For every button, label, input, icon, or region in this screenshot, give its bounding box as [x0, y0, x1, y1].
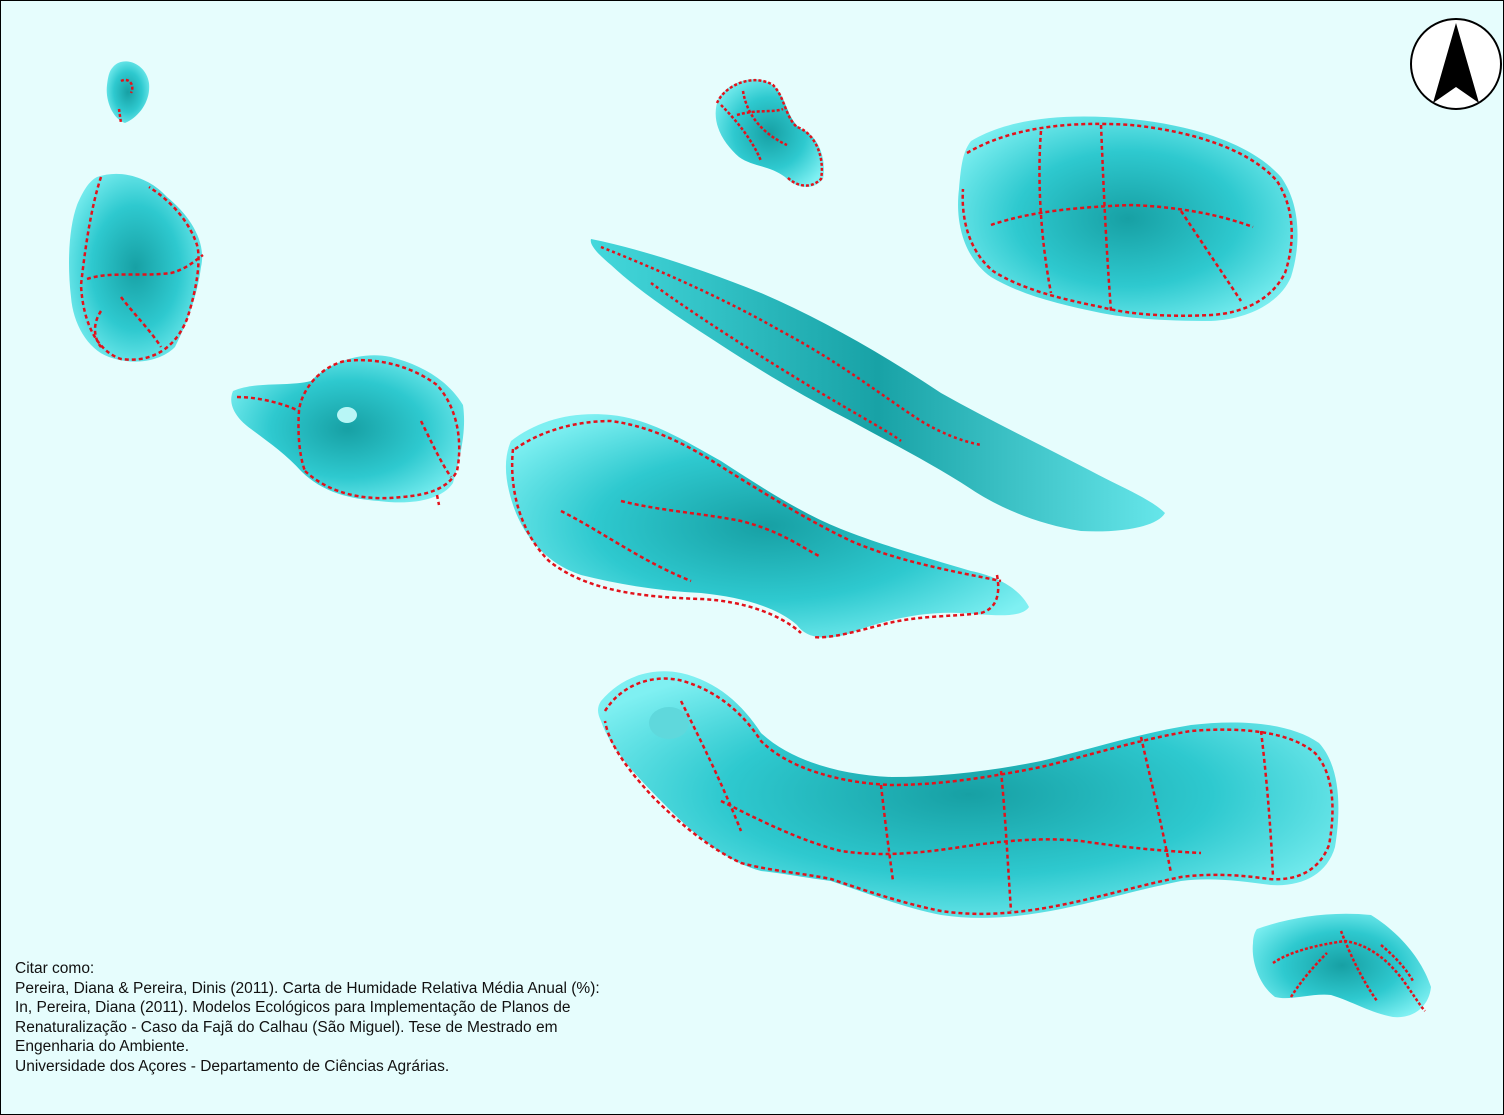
citation-heading: Citar como:: [15, 960, 95, 977]
island-faial: [231, 355, 465, 506]
roads-graciosa: [715, 79, 824, 187]
citation-line: Pereira, Diana & Pereira, Dinis (2011). …: [15, 979, 600, 997]
north-arrow-icon: [1410, 18, 1502, 110]
island-graciosa: [715, 79, 825, 188]
citation-line: Engenharia do Ambiente.: [15, 1038, 190, 1055]
roads-sao-jorge: [600, 245, 982, 447]
citation-line: In, Pereira, Diana (2011). Modelos Ecoló…: [15, 999, 571, 1016]
island-flores: [69, 173, 204, 362]
citation-line: Renaturalização - Caso da Fajã do Calhau…: [15, 1018, 558, 1036]
roads-pico: [510, 419, 1002, 639]
island-sao-jorge: [590, 239, 1165, 532]
citation-line: Universidade dos Açores - Departamento d…: [15, 1057, 450, 1075]
roads-corvo: [117, 78, 134, 124]
roads-faial: [236, 358, 461, 506]
island-corvo: [106, 61, 150, 124]
island-sao-miguel: [598, 671, 1339, 918]
roads-terceira: [961, 122, 1293, 317]
citation-block: Citar como: Pereira, Diana & Pereira, Di…: [15, 959, 775, 1076]
island-santa-maria: [1252, 913, 1431, 1018]
roads-flores: [79, 176, 204, 361]
island-terceira: [958, 116, 1298, 321]
island-pico: [505, 414, 1029, 639]
roads-sao-miguel: [603, 677, 1334, 916]
